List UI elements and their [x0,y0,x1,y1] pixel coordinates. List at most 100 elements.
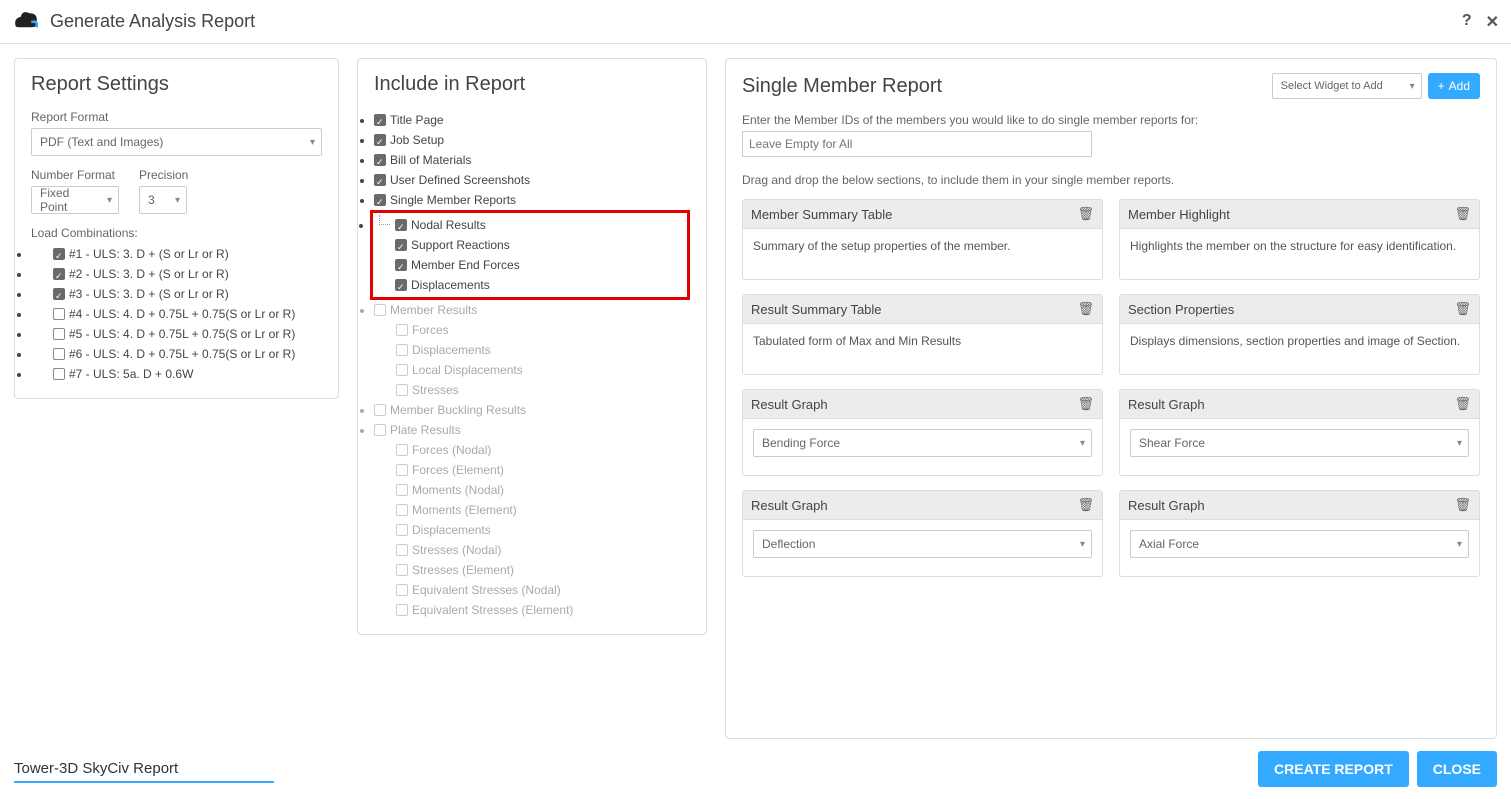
report-widget[interactable]: Result Graph🗑Bending Force [742,389,1103,476]
widget-title: Result Graph [1128,397,1454,412]
checkbox[interactable] [395,279,407,291]
include-item: Stresses [374,380,690,400]
include-item-label: Title Page [390,113,444,127]
widget-title: Result Graph [751,498,1077,513]
checkbox[interactable] [396,344,408,356]
trash-icon[interactable]: 🗑 [1454,301,1471,317]
checkbox[interactable] [53,308,65,320]
load-combination-item: #4 - ULS: 4. D + 0.75L + 0.75(S or Lr or… [31,304,322,324]
checkbox[interactable] [374,154,386,166]
help-icon[interactable]: ? [1462,12,1472,32]
number-format-label: Number Format [31,168,119,182]
checkbox[interactable] [53,348,65,360]
include-item-label: Forces (Nodal) [412,443,491,457]
checkbox[interactable] [374,404,386,416]
report-widget[interactable]: Result Graph🗑 Axial Force [1119,490,1480,577]
checkbox[interactable] [396,464,408,476]
checkbox[interactable] [53,248,65,260]
include-item: Member Buckling Results [374,400,690,420]
checkbox[interactable] [374,304,386,316]
widget-body: Highlights the member on the structure f… [1120,229,1479,279]
include-item: Bill of Materials [374,150,690,170]
include-item: Support Reactions [373,235,685,255]
checkbox[interactable] [396,604,408,616]
report-widget[interactable]: Member Highlight🗑Highlights the member o… [1119,199,1480,280]
load-combination-label: #7 - ULS: 5a. D + 0.6W [69,367,193,381]
widget-desc: Highlights the member on the structure f… [1130,239,1469,253]
trash-icon[interactable]: 🗑 [1077,301,1094,317]
single-member-panel: Single Member Report Select Widget to Ad… [725,58,1497,739]
precision-label: Precision [139,168,188,182]
widget-header: Result Graph🗑 [1120,491,1479,520]
checkbox[interactable] [396,384,408,396]
checkbox[interactable] [395,219,407,231]
widget-title: Result Summary Table [751,302,1077,317]
load-combinations-label: Load Combinations: [31,226,322,240]
checkbox[interactable] [396,524,408,536]
checkbox[interactable] [396,324,408,336]
checkbox[interactable] [53,368,65,380]
report-widget[interactable]: Result Summary Table🗑Tabulated form of M… [742,294,1103,375]
widget-graph-select[interactable]: Shear Force [1130,429,1469,457]
widget-select[interactable]: Select Widget to Add [1272,73,1422,99]
drag-hint: Drag and drop the below sections, to inc… [742,173,1480,187]
checkbox[interactable] [53,268,65,280]
widget-graph-select[interactable]: Bending Force [753,429,1092,457]
checkbox[interactable] [395,239,407,251]
trash-icon[interactable]: 🗑 [1454,396,1471,412]
report-widget[interactable]: Member Summary Table🗑Summary of the setu… [742,199,1103,280]
widget-graph-select[interactable]: Deflection [753,530,1092,558]
trash-icon[interactable]: 🗑 [1454,206,1471,222]
widget-body: Bending Force [743,419,1102,475]
include-item: Equivalent Stresses (Nodal) [374,580,690,600]
close-icon[interactable]: ✕ [1486,12,1499,32]
checkbox[interactable] [374,424,386,436]
include-item: Forces (Nodal) [374,440,690,460]
add-widget-button[interactable]: +Add [1428,73,1480,99]
precision-select[interactable]: 3 [139,186,187,214]
include-item-label: Moments (Nodal) [412,483,504,497]
smr-heading: Single Member Report [742,75,1272,98]
include-item: Displacements [374,340,690,360]
include-item: Moments (Element) [374,500,690,520]
checkbox[interactable] [374,174,386,186]
member-ids-input[interactable] [742,131,1092,157]
checkbox[interactable] [53,328,65,340]
checkbox[interactable] [396,544,408,556]
checkbox[interactable] [374,194,386,206]
plus-icon: + [1438,79,1445,93]
checkbox[interactable] [396,364,408,376]
checkbox[interactable] [374,114,386,126]
checkbox[interactable] [396,564,408,576]
checkbox[interactable] [396,484,408,496]
report-widget[interactable]: Section Properties🗑Displays dimensions, … [1119,294,1480,375]
trash-icon[interactable]: 🗑 [1077,497,1094,513]
include-item: Local Displacements [374,360,690,380]
checkbox[interactable] [396,504,408,516]
trash-icon[interactable]: 🗑 [1454,497,1471,513]
report-widget[interactable]: Result Graph🗑 Deflection [742,490,1103,577]
widget-header: Result Summary Table🗑 [743,295,1102,324]
checkbox[interactable] [374,134,386,146]
include-item-label: Equivalent Stresses (Element) [412,603,573,617]
checkbox[interactable] [396,584,408,596]
include-item: Displacements [374,520,690,540]
trash-icon[interactable]: 🗑 [1077,206,1094,222]
report-format-select[interactable]: PDF (Text and Images) [31,128,322,156]
widget-graph-select[interactable]: Axial Force [1130,530,1469,558]
create-report-button[interactable]: CREATE REPORT [1258,751,1409,787]
include-item-label: Equivalent Stresses (Nodal) [412,583,561,597]
checkbox[interactable] [395,259,407,271]
include-panel: Include in Report Title PageJob SetupBil… [357,58,707,635]
filename-input[interactable] [14,756,274,783]
widget-body: Tabulated form of Max and Min Results [743,324,1102,374]
number-format-select[interactable]: Fixed Point [31,186,119,214]
trash-icon[interactable]: 🗑 [1077,396,1094,412]
checkbox[interactable] [396,444,408,456]
load-combination-item: #7 - ULS: 5a. D + 0.6W [31,364,322,384]
close-button[interactable]: CLOSE [1417,751,1497,787]
report-widget[interactable]: Result Graph🗑 Shear Force [1119,389,1480,476]
include-item-label: Member Buckling Results [390,403,526,417]
widget-body: Shear Force [1120,419,1479,475]
checkbox[interactable] [53,288,65,300]
